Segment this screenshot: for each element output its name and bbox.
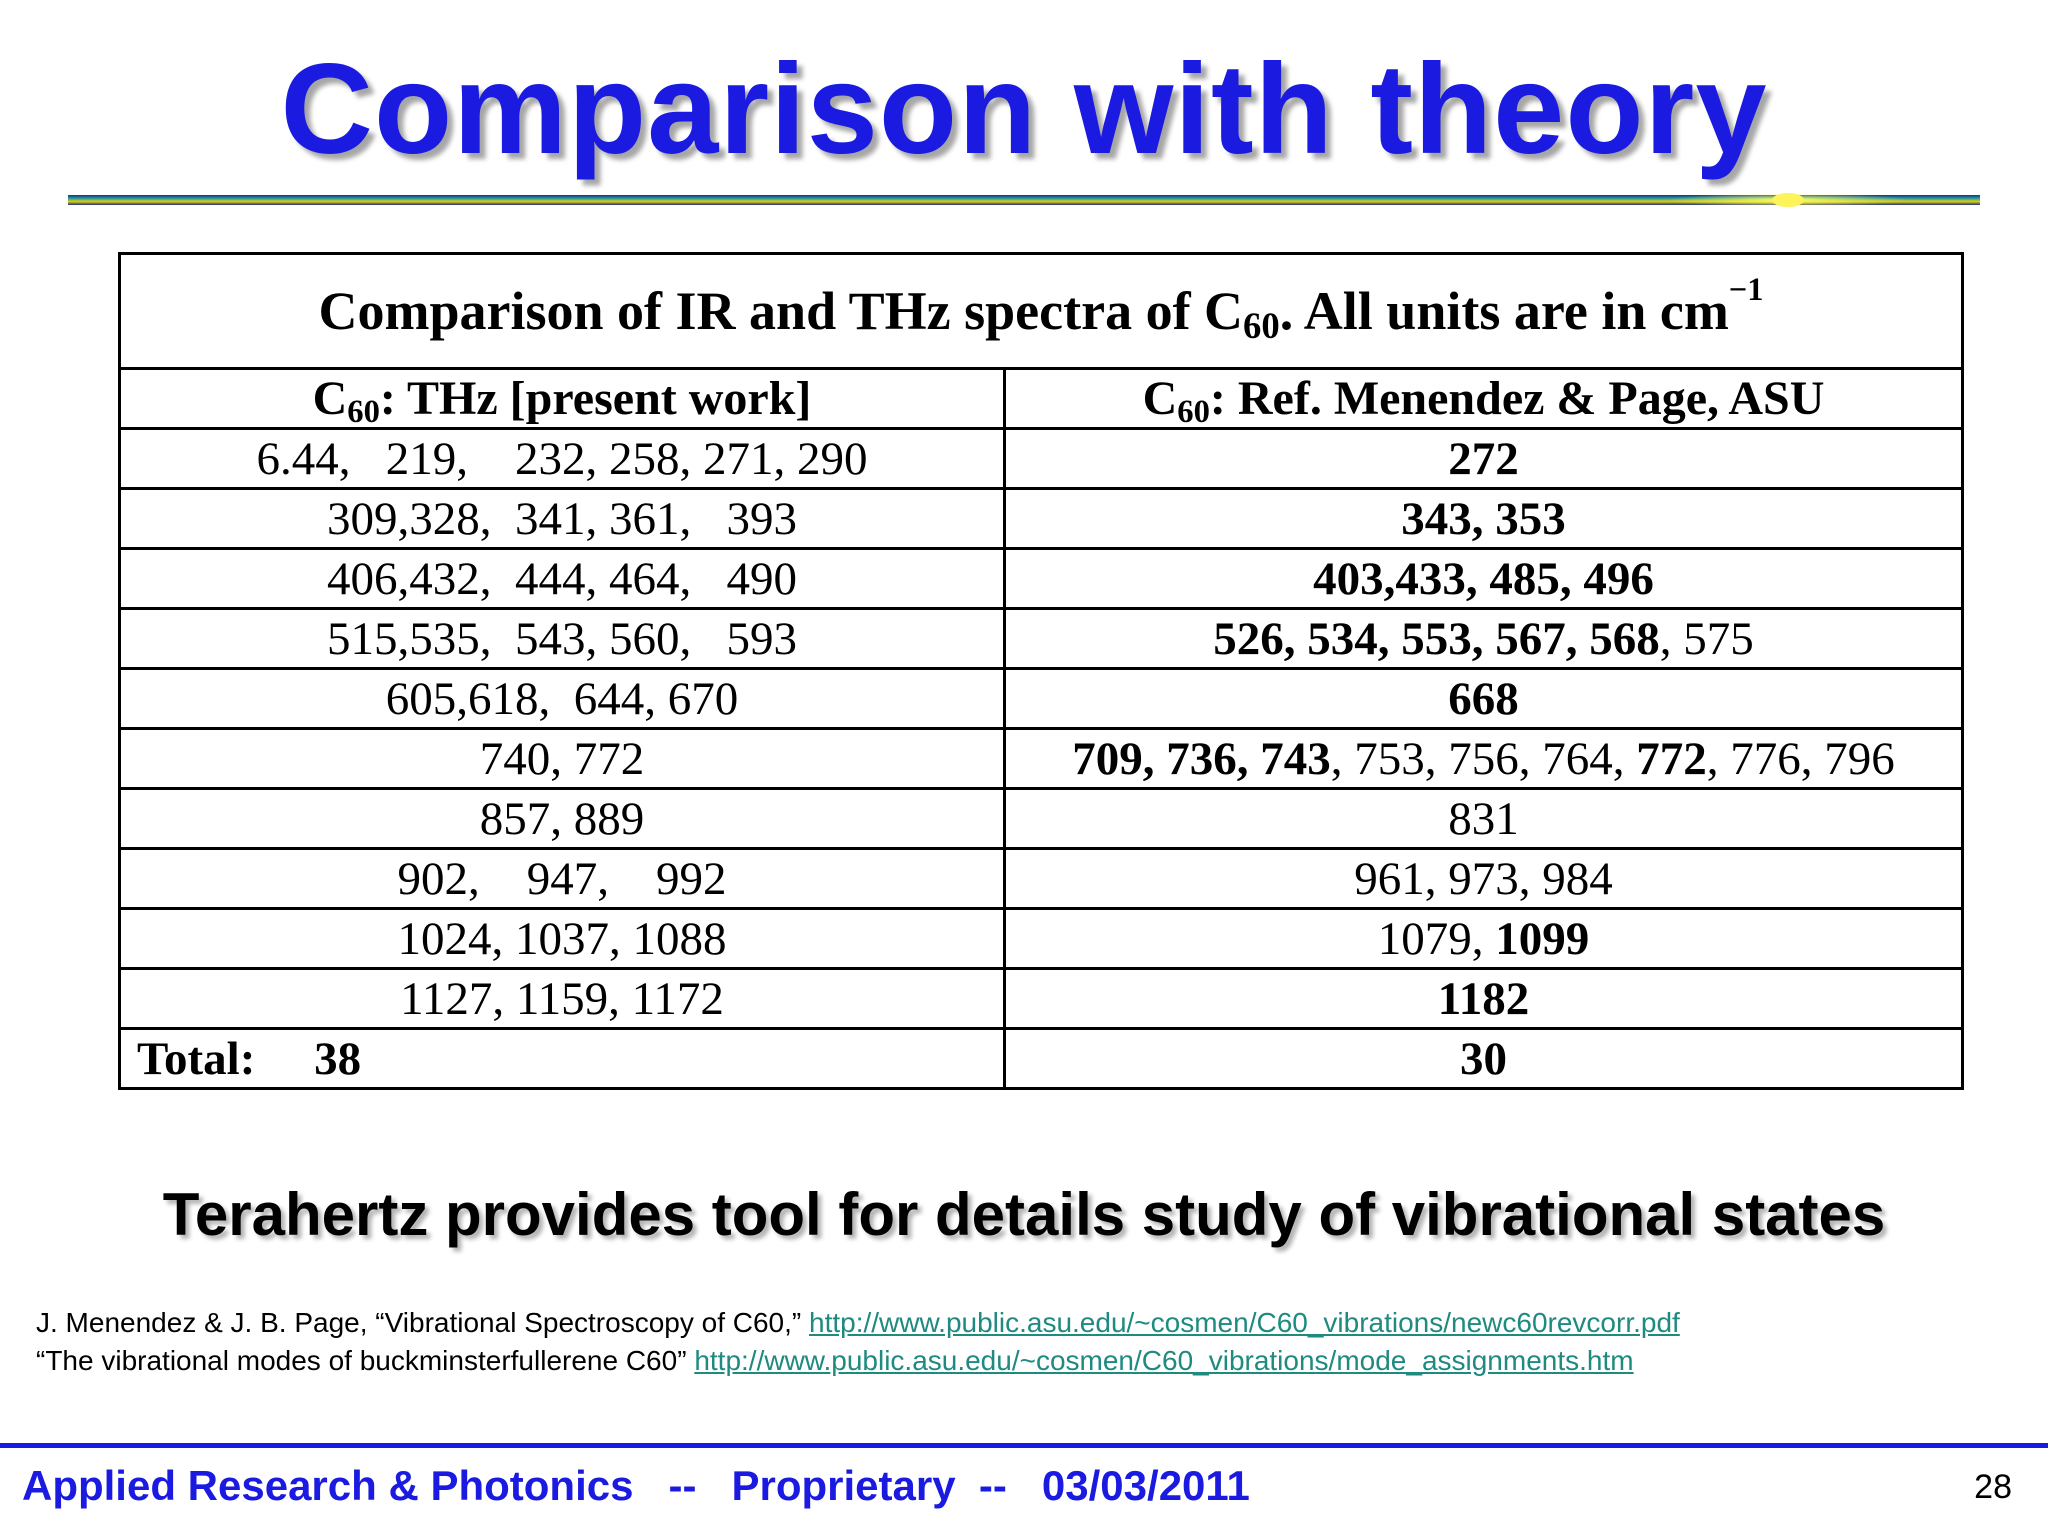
reference-text: “The vibrational modes of buckminsterful…	[36, 1345, 687, 1376]
caption-superscript: −1	[1728, 271, 1764, 308]
spectra-comparison-table: Comparison of IR and THz spectra of C60.…	[118, 252, 1964, 1090]
table-row: 6.44, 219, 232, 258, 271, 290 272	[118, 427, 1964, 490]
table-row: 857, 889 831	[118, 787, 1964, 850]
page-number: 28	[1974, 1468, 2012, 1506]
reference-text: J. Menendez & J. B. Page, “Vibrational S…	[36, 1307, 802, 1338]
cell-thz-values: 857, 889	[118, 787, 1006, 850]
mode-value: 831	[1448, 792, 1519, 845]
cell-reference-values: 668	[1003, 667, 1964, 730]
cell-thz-values: 6.44, 219, 232, 258, 271, 290	[118, 427, 1006, 490]
cell-reference-values: 1182	[1003, 967, 1964, 1030]
header-subscript: 60	[1177, 394, 1210, 431]
table-caption-row: Comparison of IR and THz spectra of C60.…	[118, 252, 1964, 370]
footer-label: Proprietary	[731, 1462, 956, 1509]
total-cell-reference: 30	[1003, 1027, 1964, 1090]
table-header-row: C60: THz [present work] C60: Ref. Menend…	[118, 367, 1964, 431]
cell-reference-values: 961, 973, 984	[1003, 847, 1964, 910]
table-row: 309,328, 341, 361, 393 343, 353	[118, 487, 1964, 550]
footer-separator: --	[978, 1462, 1007, 1509]
strong-mode-value: 403,433, 485, 496	[1313, 552, 1654, 605]
total-value-thz: 38	[314, 1032, 362, 1085]
column-header-thz: C60: THz [present work]	[118, 367, 1006, 431]
reference-line-1: J. Menendez & J. B. Page, “Vibrational S…	[36, 1304, 1680, 1342]
cell-reference-values: 526, 534, 553, 567, 568, 575	[1003, 607, 1964, 670]
mode-value: , 776, 796	[1706, 732, 1895, 785]
table-total-row: Total: 38 30	[118, 1027, 1964, 1090]
table-caption: Comparison of IR and THz spectra of C60.…	[118, 252, 1964, 370]
cell-thz-values: 740, 772	[118, 727, 1006, 790]
cell-thz-values: 605,618, 644, 670	[118, 667, 1006, 730]
title-underline-decoration	[68, 193, 1980, 207]
cell-reference-values: 272	[1003, 427, 1964, 490]
strong-mode-value: 1182	[1437, 972, 1530, 1025]
strong-mode-value: 343, 353	[1401, 492, 1566, 545]
table-row: 515,535, 543, 560, 593 526, 534, 553, 567…	[118, 607, 1964, 670]
mode-value: , 753, 756, 764,	[1330, 732, 1637, 785]
total-cell-thz: Total: 38	[118, 1027, 1006, 1090]
references: J. Menendez & J. B. Page, “Vibrational S…	[36, 1304, 1680, 1380]
header-suffix: : THz [present work]	[379, 372, 812, 425]
cell-thz-values: 309,328, 341, 361, 393	[118, 487, 1006, 550]
cell-reference-values: 343, 353	[1003, 487, 1964, 550]
cell-reference-values: 709, 736, 743, 753, 756, 764, 772, 776, …	[1003, 727, 1964, 790]
table-row: 1127, 1159, 1172 1182	[118, 967, 1964, 1030]
cell-reference-values: 1079, 1099	[1003, 907, 1964, 970]
column-header-reference: C60: Ref. Menendez & Page, ASU	[1003, 367, 1964, 431]
header-prefix: C	[312, 372, 348, 425]
cell-reference-values: 831	[1003, 787, 1964, 850]
strong-mode-value: 272	[1448, 432, 1519, 485]
footer-date: 03/03/2011	[1041, 1462, 1250, 1509]
strong-mode-value: 668	[1448, 672, 1519, 725]
mode-value: 961, 973, 984	[1354, 852, 1613, 905]
table-row: 1024, 1037, 1088 1079, 1099	[118, 907, 1964, 970]
strong-mode-value: 526, 534, 553, 567, 568	[1213, 612, 1660, 665]
reference-link-htm[interactable]: http://www.public.asu.edu/~cosmen/C60_vi…	[694, 1345, 1634, 1376]
reference-line-2: “The vibrational modes of buckminsterful…	[36, 1342, 1680, 1380]
cell-thz-values: 515,535, 543, 560, 593	[118, 607, 1006, 670]
caption-subscript: 60	[1243, 305, 1280, 347]
slide-title: Comparison with theory	[280, 38, 1768, 181]
header-prefix: C	[1142, 372, 1178, 425]
cell-thz-values: 902, 947, 992	[118, 847, 1006, 910]
total-label: Total:	[137, 1032, 256, 1085]
header-suffix: : Ref. Menendez & Page, ASU	[1209, 372, 1825, 425]
table-row: 740, 772 709, 736, 743, 753, 756, 764, 77…	[118, 727, 1964, 790]
table-row: 406,432, 444, 464, 490 403,433, 485, 496	[118, 547, 1964, 610]
footer-separator: --	[668, 1462, 697, 1509]
cell-thz-values: 406,432, 444, 464, 490	[118, 547, 1006, 610]
footer-divider	[0, 1443, 2048, 1448]
caption-text-units: . All units are in cm	[1279, 281, 1729, 341]
footer-org: Applied Research & Photonics	[22, 1462, 634, 1509]
strong-mode-value: 772	[1636, 732, 1707, 785]
table-row: 605,618, 644, 670 668	[118, 667, 1964, 730]
cell-thz-values: 1127, 1159, 1172	[118, 967, 1006, 1030]
reference-link-pdf[interactable]: http://www.public.asu.edu/~cosmen/C60_vi…	[809, 1307, 1680, 1338]
strong-mode-value: 709, 736, 743	[1072, 732, 1331, 785]
mode-value: , 575	[1659, 612, 1754, 665]
header-subscript: 60	[347, 394, 380, 431]
cell-reference-values: 403,433, 485, 496	[1003, 547, 1964, 610]
table-row: 902, 947, 992 961, 973, 984	[118, 847, 1964, 910]
cell-thz-values: 1024, 1037, 1088	[118, 907, 1006, 970]
mode-value: 1079,	[1377, 912, 1496, 965]
total-value-reference: 30	[1460, 1032, 1507, 1085]
takeaway-statement: Terahertz provides tool for details stud…	[162, 1181, 1886, 1248]
footer-text: Applied Research & Photonics -- Propriet…	[22, 1462, 1250, 1510]
caption-text: Comparison of IR and THz spectra of C	[318, 281, 1244, 341]
strong-mode-value: 1099	[1495, 912, 1590, 965]
